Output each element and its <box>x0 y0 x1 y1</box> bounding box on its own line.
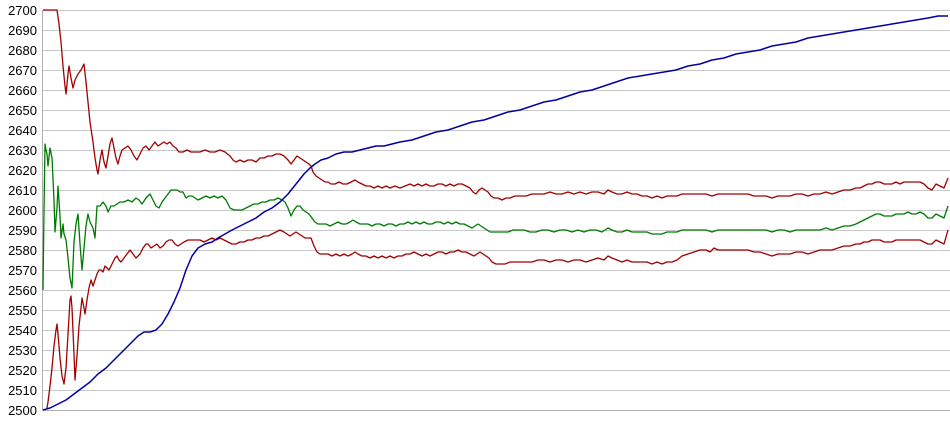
gridlines <box>43 10 950 411</box>
y-tick-label: 2500 <box>8 403 37 418</box>
y-tick-label: 2580 <box>8 243 37 258</box>
y-tick-label: 2510 <box>8 383 37 398</box>
y-tick-label: 2620 <box>8 163 37 178</box>
y-axis-labels: 2700 2690 2680 2670 2660 2650 2640 2630 2620 2610… <box>8 3 37 418</box>
y-tick-label: 2700 <box>8 3 37 18</box>
y-tick-label: 2540 <box>8 323 37 338</box>
y-tick-label: 2560 <box>8 283 37 298</box>
y-tick-label: 2530 <box>8 343 37 358</box>
series-cumulative-line <box>42 15 948 411</box>
y-tick-label: 2660 <box>8 83 37 98</box>
y-tick-label: 2640 <box>8 123 37 138</box>
y-tick-label: 2670 <box>8 63 37 78</box>
series-upper-bound-line <box>43 9 949 201</box>
y-tick-label: 2690 <box>8 23 37 38</box>
y-tick-label: 2610 <box>8 183 37 198</box>
y-tick-label: 2600 <box>8 203 37 218</box>
y-tick-label: 2570 <box>8 263 37 278</box>
y-tick-label: 2520 <box>8 363 37 378</box>
series-estimate-line <box>42 143 949 291</box>
series-lower-bound-line <box>46 229 949 409</box>
y-tick-label: 2550 <box>8 303 37 318</box>
y-tick-label: 2590 <box>8 223 37 238</box>
series-group <box>42 9 949 411</box>
y-tick-label: 2650 <box>8 103 37 118</box>
y-tick-label: 2630 <box>8 143 37 158</box>
axis-lines <box>42 10 950 411</box>
y-tick-label: 2680 <box>8 43 37 58</box>
